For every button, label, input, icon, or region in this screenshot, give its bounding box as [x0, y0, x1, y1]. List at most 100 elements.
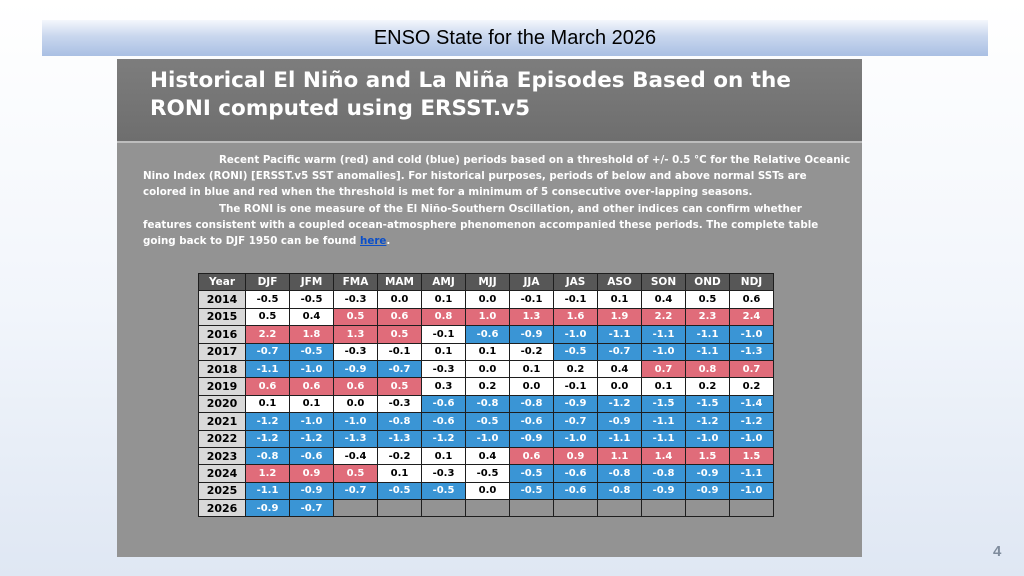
- roni-value-cell: 0.3: [421, 377, 466, 396]
- intro-paragraph-2-text: The RONI is one measure of the El Niño-S…: [143, 202, 819, 248]
- roni-value-cell: -0.9: [333, 359, 378, 379]
- heading-line-2: RONI computed using ERSST.v5: [150, 96, 531, 121]
- roni-value-cell: 1.5: [685, 446, 730, 466]
- roni-value-cell: -0.6: [421, 394, 466, 414]
- roni-value-cell: -0.1: [553, 290, 598, 309]
- roni-value-cell: [685, 499, 730, 518]
- roni-value-cell: 0.0: [333, 394, 378, 414]
- roni-value-cell: -0.9: [641, 481, 686, 501]
- roni-value-cell: -0.1: [421, 325, 466, 344]
- roni-value-cell: -1.0: [465, 429, 510, 448]
- roni-value-cell: -1.0: [553, 325, 598, 344]
- roni-value-cell: 0.9: [289, 464, 334, 483]
- table-body: 2014 -0.5 -0.5 -0.3 0.0 0.1 0.0 -0.1 -0.1 0.1 0.4 0…: [198, 290, 774, 518]
- roni-value-cell: 0.2: [553, 359, 598, 379]
- roni-value-cell: -0.6: [509, 412, 554, 431]
- year-cell: 2024: [198, 464, 246, 483]
- roni-value-cell: 0.4: [465, 446, 510, 466]
- roni-value-cell: -0.2: [509, 342, 554, 361]
- roni-value-cell: -0.8: [509, 394, 554, 414]
- roni-value-cell: -0.6: [553, 464, 598, 483]
- roni-value-cell: -1.3: [729, 342, 774, 361]
- roni-value-cell: -0.3: [333, 342, 378, 361]
- roni-value-cell: -1.3: [333, 429, 378, 448]
- roni-value-cell: -1.2: [685, 412, 730, 431]
- roni-value-cell: -1.0: [553, 429, 598, 448]
- intro-text: Recent Pacific warm (red) and cold (blue…: [143, 152, 851, 249]
- roni-value-cell: -0.8: [641, 464, 686, 483]
- year-cell: 2017: [198, 342, 246, 361]
- column-header-ndj: NDJ: [729, 272, 774, 292]
- content-panel: Historical El Niño and La Niña Episodes …: [117, 59, 862, 557]
- roni-value-cell: 0.2: [465, 377, 510, 396]
- roni-value-cell: -0.9: [289, 481, 334, 501]
- roni-value-cell: 1.3: [333, 325, 378, 344]
- roni-value-cell: -0.7: [289, 499, 334, 518]
- roni-value-cell: 1.5: [729, 446, 774, 466]
- roni-value-cell: 2.3: [685, 307, 730, 327]
- roni-value-cell: -1.1: [641, 325, 686, 344]
- roni-value-cell: -1.1: [245, 481, 290, 501]
- roni-value-cell: -0.9: [553, 394, 598, 414]
- roni-value-cell: -1.0: [333, 412, 378, 431]
- roni-value-cell: -0.4: [333, 446, 378, 466]
- roni-value-cell: [421, 499, 466, 518]
- roni-value-cell: 1.0: [465, 307, 510, 327]
- roni-value-cell: [377, 499, 422, 518]
- roni-value-cell: 0.6: [377, 307, 422, 327]
- roni-value-cell: -0.5: [377, 481, 422, 501]
- column-header-amj: AMJ: [421, 272, 466, 292]
- roni-value-cell: 1.8: [289, 325, 334, 344]
- roni-value-cell: 0.6: [289, 377, 334, 396]
- roni-value-cell: 0.1: [465, 342, 510, 361]
- roni-value-cell: 0.1: [245, 394, 290, 414]
- roni-value-cell: 0.7: [729, 359, 774, 379]
- table-row: 2019 0.6 0.6 0.6 0.5 0.3 0.2 0.0 -0.1 0.0 0.1 0.2 0.…: [198, 377, 774, 396]
- roni-value-cell: -1.1: [245, 359, 290, 379]
- roni-value-cell: -0.8: [597, 481, 642, 501]
- roni-value-cell: -1.1: [685, 325, 730, 344]
- roni-value-cell: 0.5: [685, 290, 730, 309]
- roni-value-cell: [553, 499, 598, 518]
- roni-value-cell: 1.2: [245, 464, 290, 483]
- roni-value-cell: -0.6: [421, 412, 466, 431]
- roni-value-cell: -1.5: [641, 394, 686, 414]
- column-header-jja: JJA: [509, 272, 554, 292]
- roni-value-cell: -0.3: [333, 290, 378, 309]
- table-row: 2017 -0.7 -0.5 -0.3 -0.1 0.1 0.1 -0.2 -0.5 -0.7 -1…: [198, 342, 774, 361]
- roni-value-cell: -0.8: [377, 412, 422, 431]
- roni-value-cell: -1.0: [729, 481, 774, 501]
- roni-value-cell: -0.5: [509, 481, 554, 501]
- roni-value-cell: 0.9: [553, 446, 598, 466]
- roni-value-cell: -0.1: [509, 290, 554, 309]
- here-link[interactable]: here: [360, 235, 387, 248]
- heading-line-1: Historical El Niño and La Niña Episodes …: [150, 68, 791, 93]
- roni-value-cell: 1.6: [553, 307, 598, 327]
- panel-heading: Historical El Niño and La Niña Episodes …: [150, 67, 850, 123]
- roni-value-cell: 0.1: [421, 446, 466, 466]
- roni-table: Year DJF JFM FMA MAM AMJ MJJ JJA JAS ASO SON OND NDJ…: [198, 272, 774, 518]
- intro-paragraph-2-end: .: [386, 235, 391, 248]
- roni-value-cell: 2.4: [729, 307, 774, 327]
- roni-value-cell: [509, 499, 554, 518]
- roni-value-cell: 0.4: [289, 307, 334, 327]
- roni-value-cell: 0.6: [333, 377, 378, 396]
- table-row: 2015 0.5 0.4 0.5 0.6 0.8 1.0 1.3 1.6 1.9 2.2 2.3 2.4: [198, 307, 774, 327]
- roni-value-cell: -0.9: [685, 481, 730, 501]
- roni-value-cell: 0.0: [465, 290, 510, 309]
- roni-value-cell: -0.2: [377, 446, 422, 466]
- roni-value-cell: [465, 499, 510, 518]
- roni-value-cell: -0.6: [289, 446, 334, 466]
- roni-value-cell: 0.0: [509, 377, 554, 396]
- roni-value-cell: -1.1: [729, 464, 774, 483]
- column-header-son: SON: [641, 272, 686, 292]
- roni-value-cell: -0.3: [377, 394, 422, 414]
- roni-value-cell: -0.9: [597, 412, 642, 431]
- roni-value-cell: -1.0: [685, 429, 730, 448]
- roni-value-cell: -1.0: [641, 342, 686, 361]
- roni-value-cell: [641, 499, 686, 518]
- roni-value-cell: -1.1: [641, 412, 686, 431]
- roni-value-cell: -0.5: [553, 342, 598, 361]
- column-header-jfm: JFM: [289, 272, 334, 292]
- roni-value-cell: -1.2: [245, 429, 290, 448]
